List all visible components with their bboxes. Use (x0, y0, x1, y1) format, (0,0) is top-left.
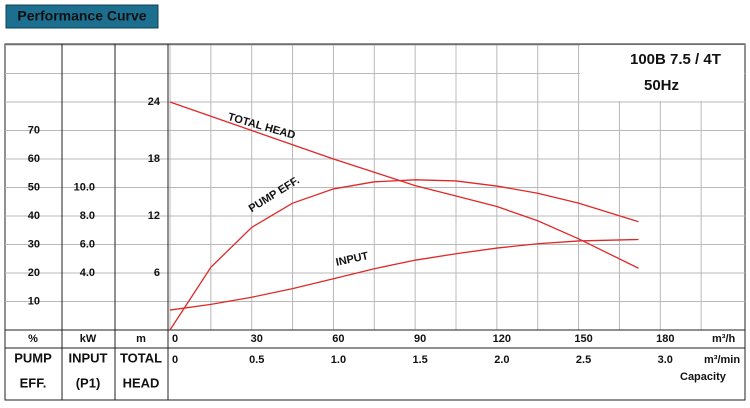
y-tick-label: 18 (148, 153, 160, 165)
x2-axis-label: m³/min (704, 354, 740, 366)
x2-tick-label: 1.5 (412, 354, 427, 366)
chart-title: Performance Curve (17, 8, 146, 24)
frame (4, 43, 746, 401)
axis-unit: kW (80, 333, 97, 345)
x2-axis-title: Capacity (680, 371, 727, 383)
curve-label: INPUT (335, 250, 370, 269)
curve-label: PUMP EFF. (247, 174, 302, 215)
axis-unit: % (28, 333, 38, 345)
model-box (580, 45, 744, 101)
axis-name: HEAD (123, 375, 160, 390)
y-tick-label: 12 (148, 210, 160, 222)
curve (169, 101, 639, 269)
x2-tick-label: 3.0 (658, 354, 673, 366)
curve (169, 238, 639, 311)
x-tick-label: 90 (414, 333, 426, 345)
x-tick-label: 180 (656, 333, 674, 345)
axis-name: EFF. (20, 375, 47, 390)
x-tick-label: 30 (251, 333, 263, 345)
y-tick-label: 24 (148, 96, 161, 108)
axis-unit: m (136, 333, 146, 345)
x2-tick-label: 0 (172, 354, 178, 366)
model: 100B 7.5 / 4T (630, 51, 721, 68)
x-axis-label: m³/h (712, 333, 736, 345)
axis-name: (P1) (76, 375, 101, 390)
y-tick-label: 6.0 (80, 238, 95, 250)
curve (169, 179, 639, 331)
y-tick-label: 6 (154, 267, 160, 279)
y-tick-label: 70 (28, 124, 40, 136)
axis-name: INPUT (69, 350, 108, 365)
y-tick-label: 30 (28, 238, 40, 250)
x-tick-label: 60 (332, 333, 344, 345)
x-tick-label: 150 (574, 333, 592, 345)
x-tick-label: 120 (493, 333, 511, 345)
x2-tick-label: 2.5 (576, 354, 591, 366)
frequency: 50Hz (644, 77, 679, 94)
x2-tick-label: 2.0 (494, 354, 509, 366)
x2-tick-label: 1.0 (331, 354, 346, 366)
curve-label: TOTAL HEAD (226, 111, 296, 142)
axis-name: TOTAL (120, 350, 162, 365)
y-tick-label: 8.0 (80, 210, 95, 222)
y-tick-label: 20 (28, 267, 40, 279)
y-tick-label: 4.0 (80, 267, 95, 279)
axis-name: PUMP (14, 350, 52, 365)
y-tick-label: 50 (28, 181, 40, 193)
title-box (5, 4, 159, 29)
y-tick-label: 60 (28, 153, 40, 165)
y-tick-label: 40 (28, 210, 40, 222)
x2-tick-label: 0.5 (249, 354, 264, 366)
y-tick-label: 10.0 (74, 181, 95, 193)
y-tick-label: 10 (28, 295, 40, 307)
x-tick-label: 0 (172, 333, 178, 345)
